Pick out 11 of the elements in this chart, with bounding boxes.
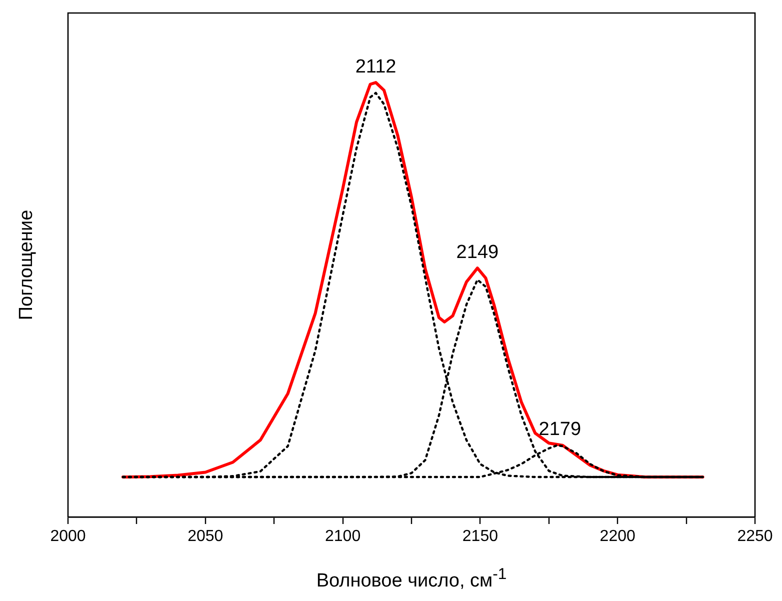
x-axis-title: Волновое число, см$^{-1}$ <box>315 566 508 592</box>
annotation: 2112 <box>355 56 396 78</box>
annotation: 2149 <box>456 242 499 263</box>
x-tick-label: 2100 <box>325 528 361 546</box>
x-tick-label: 2250 <box>737 528 773 546</box>
x-tick-label: 2150 <box>462 528 498 546</box>
annotation: 2179 <box>538 419 582 440</box>
x-tick-label: 2000 <box>50 528 86 546</box>
x-tick-label: 2050 <box>188 528 224 546</box>
y-axis-title: Поглощение <box>16 210 38 320</box>
x-tick-label: 2200 <box>600 528 636 546</box>
